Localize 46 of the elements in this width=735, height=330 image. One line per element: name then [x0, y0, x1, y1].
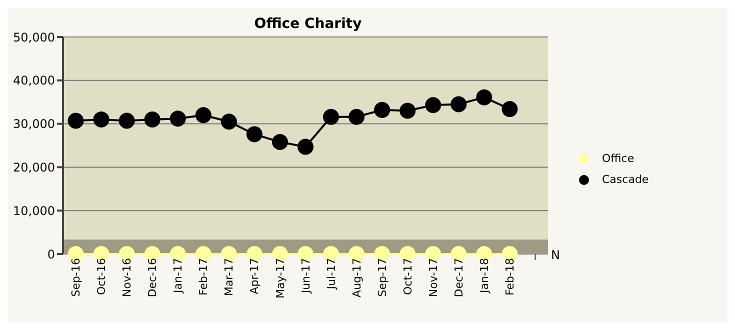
point — [374, 102, 390, 118]
text: N — [551, 248, 560, 262]
y-tick-label: 40,000 — [13, 74, 55, 88]
x-tick-label: Jan-18 — [478, 258, 491, 294]
y-tick-label: 10,000 — [13, 204, 55, 218]
point — [170, 110, 186, 127]
point — [400, 102, 416, 119]
chart-title: Office Charity — [253, 16, 363, 32]
point — [144, 111, 160, 128]
x-tick-label: Jun-17 — [299, 258, 312, 294]
x-tick-label: May-17 — [274, 258, 287, 299]
point — [502, 101, 518, 118]
legend-label: Cascade — [602, 173, 649, 186]
x-tick-label: Oct-16 — [95, 258, 108, 295]
x-tick-label: Aug-17 — [350, 258, 364, 298]
y-tick-label: 20,000 — [13, 160, 55, 174]
point — [425, 97, 442, 114]
point — [450, 96, 467, 112]
y-tick-label: 0 — [47, 247, 55, 262]
point — [476, 89, 492, 106]
point — [93, 111, 110, 128]
y-tick-label: 50,000 — [13, 30, 55, 44]
x-tick-label: Nov-17 — [426, 258, 440, 298]
point — [298, 138, 314, 155]
legend-label: Office — [602, 152, 634, 165]
x-tick-label: Dec-17 — [452, 258, 466, 298]
point — [323, 108, 340, 125]
point — [68, 112, 84, 129]
point — [220, 114, 237, 130]
x-tick-label: Sep-17 — [376, 258, 389, 297]
x-tick-label: Dec-16 — [146, 258, 160, 298]
x-tick-label: Apr-17 — [248, 258, 262, 294]
y-tick-label: 30,000 — [13, 117, 55, 132]
x-tick-label: Jul-17 — [324, 258, 338, 290]
point — [272, 134, 288, 150]
x-tick-label: Oct-17 — [401, 258, 414, 295]
x-tick-label: Sep-16 — [70, 258, 83, 297]
x-tick-label: Mar-17 — [222, 258, 236, 296]
x-tick-label: Nov-16 — [120, 258, 134, 298]
point — [118, 112, 135, 129]
x-tick-label: Feb-18 — [504, 258, 517, 296]
point — [348, 108, 365, 125]
x-tick-label: Jan-17 — [172, 258, 185, 294]
x-tick-label: Feb-17 — [197, 258, 210, 296]
point — [246, 126, 262, 142]
point — [195, 107, 212, 124]
